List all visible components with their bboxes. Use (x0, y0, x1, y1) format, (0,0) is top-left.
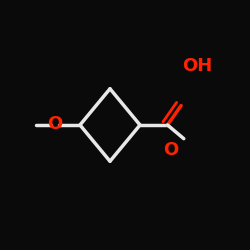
Text: O: O (47, 115, 62, 133)
Text: O: O (164, 141, 179, 159)
Text: OH: OH (182, 57, 213, 75)
